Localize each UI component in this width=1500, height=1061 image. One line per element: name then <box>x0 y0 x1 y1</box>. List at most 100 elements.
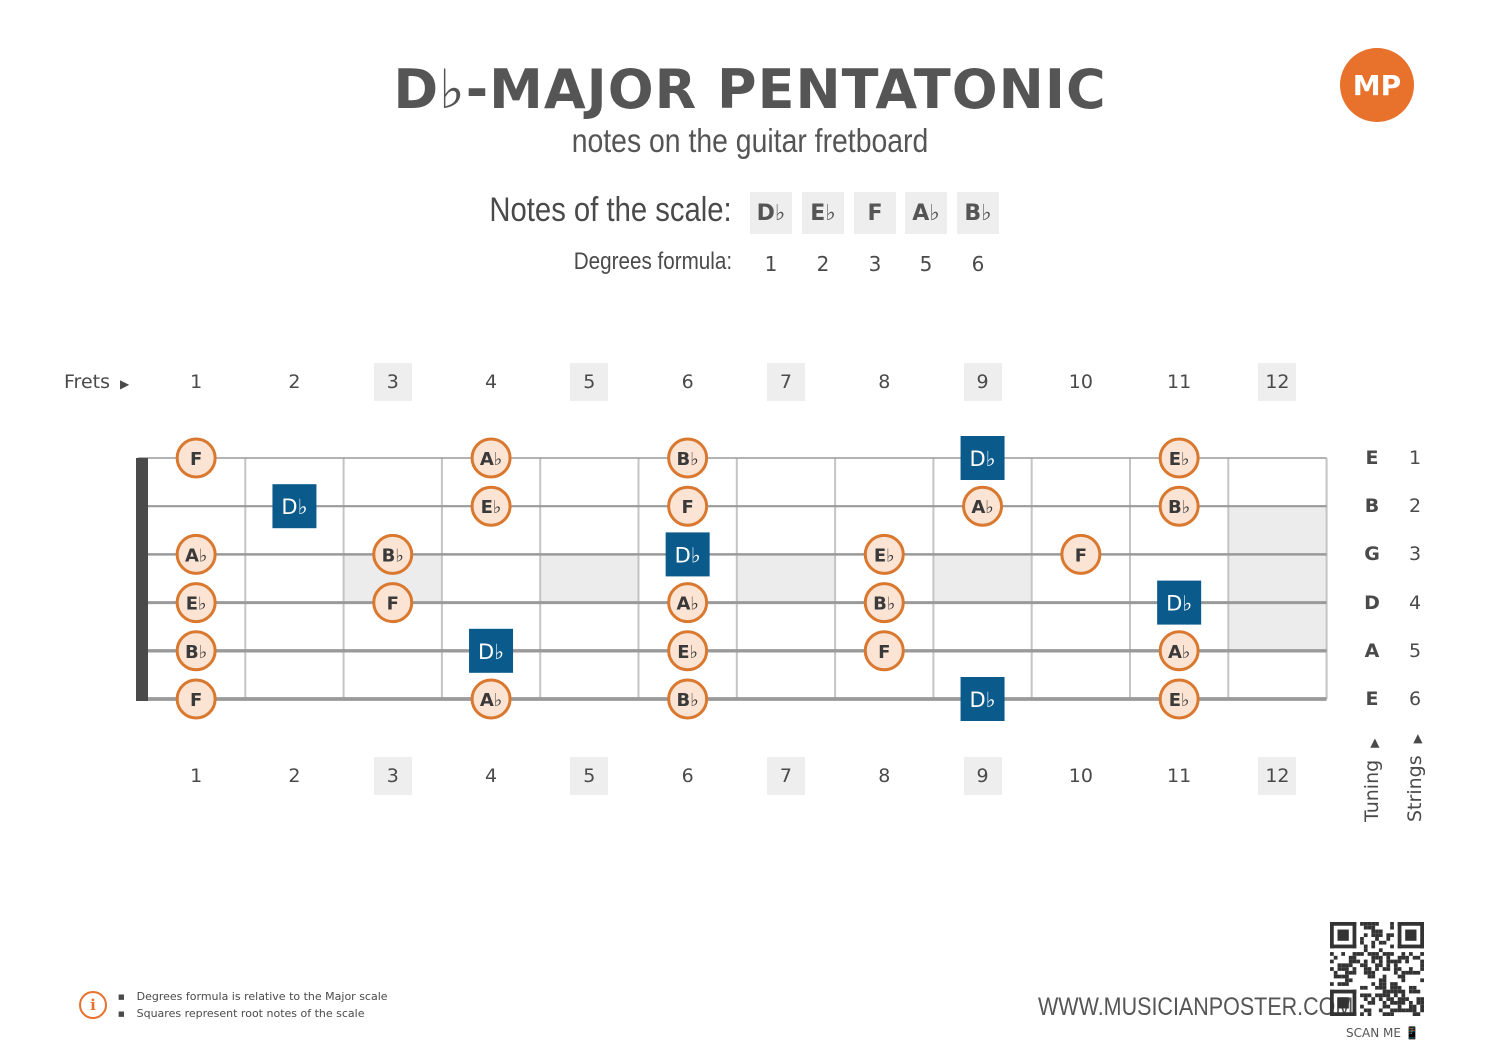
note-circle <box>1060 533 1102 575</box>
qr-module <box>1363 933 1368 938</box>
qr-module <box>1371 929 1376 934</box>
qr-module <box>1401 952 1406 956</box>
qr-module <box>1330 1012 1357 1016</box>
qr-module <box>1390 997 1394 1001</box>
qr-module <box>1390 989 1394 994</box>
fret-number-bottom: 9 <box>963 757 1002 795</box>
qr-module <box>1363 922 1368 926</box>
qr-module <box>1408 1000 1413 1005</box>
qr-module <box>1393 959 1398 964</box>
note-label: F <box>190 449 202 470</box>
qr-module <box>1401 997 1406 1001</box>
frets-label-text: Frets <box>64 371 110 393</box>
string-number: 1 <box>1408 447 1422 469</box>
qr-module <box>1382 982 1387 986</box>
scale-degree: 6 <box>971 252 985 276</box>
qr-module <box>1378 985 1383 990</box>
qr-module <box>1345 982 1349 986</box>
qr-module <box>1341 963 1346 968</box>
qr-module <box>1363 997 1368 1001</box>
qr-module <box>1371 922 1376 926</box>
note-label: F <box>387 594 399 615</box>
qr-module <box>1337 963 1342 968</box>
nut <box>136 458 148 701</box>
qr-module <box>1393 993 1398 998</box>
scale-degree: 5 <box>919 252 933 276</box>
fret-number-bottom: 6 <box>681 765 694 787</box>
qr-module <box>1386 955 1391 960</box>
fret-number-top: 1 <box>190 371 203 393</box>
note-circle <box>1158 678 1200 720</box>
qr-module <box>1337 982 1342 986</box>
note-circle <box>863 533 905 575</box>
qr-module <box>1378 993 1383 998</box>
qr-module <box>1382 978 1387 983</box>
qr-module <box>1360 963 1364 968</box>
qr-module <box>1363 993 1368 998</box>
qr-module <box>1330 989 1357 994</box>
root-note-label: D♭ <box>1166 592 1192 616</box>
qr-module <box>1416 997 1421 1001</box>
tuning-note: E <box>1365 688 1379 710</box>
qr-module <box>1397 922 1424 926</box>
fret-number-top: 10 <box>1068 371 1093 393</box>
qr-module <box>1405 929 1417 941</box>
qr-module <box>1371 982 1376 986</box>
qr-module <box>1352 970 1357 975</box>
qr-module <box>1363 959 1368 964</box>
qr-module <box>1397 1000 1402 1005</box>
qr-module <box>1360 985 1364 990</box>
qr-module <box>1401 978 1406 983</box>
qr-module <box>1333 970 1338 975</box>
qr-module <box>1330 922 1334 949</box>
note-circle <box>175 582 217 624</box>
qr-module <box>1363 970 1368 975</box>
qr-module <box>1397 985 1402 990</box>
qr-module <box>1408 989 1413 994</box>
qr-module <box>1337 974 1342 979</box>
note-circle <box>863 582 905 624</box>
qr-module <box>1371 970 1376 975</box>
note-label: A♭ <box>1168 642 1190 663</box>
qr-module <box>1397 974 1402 979</box>
qr-module <box>1393 1008 1398 1013</box>
fretboard: F A♭ B♭ D♭ E♭ D♭ E♭ F A♭ B♭ A♭ B♭ D♭ E♭ F E♭ F A♭ B♭ D♭ B♭ D♭… <box>136 436 1328 721</box>
note-circle <box>1158 437 1200 479</box>
qr-module <box>1382 974 1387 979</box>
qr-module <box>1345 978 1349 983</box>
qr-module <box>1348 955 1353 960</box>
qr-module <box>1352 959 1357 964</box>
qr-module <box>1408 985 1413 990</box>
qr-module <box>1371 959 1376 964</box>
qr-module <box>1420 967 1424 971</box>
note-label: E♭ <box>677 642 698 663</box>
qr-module <box>1416 955 1421 960</box>
note-circle <box>667 630 709 672</box>
note-label: A♭ <box>480 449 502 470</box>
qr-module <box>1341 982 1346 986</box>
qr-module <box>1352 922 1357 949</box>
qr-module <box>1386 959 1391 964</box>
qr-module <box>1382 1012 1387 1016</box>
qr-module <box>1378 997 1383 1001</box>
qr-module <box>1416 1000 1421 1005</box>
play-arrow-icon: ▶ <box>120 377 130 391</box>
root-note-label: D♭ <box>970 447 996 471</box>
qr-module <box>1348 959 1353 964</box>
note-circle <box>175 678 217 720</box>
qr-module <box>1367 993 1372 998</box>
qr-module <box>1412 989 1417 994</box>
qr-code-icon[interactable] <box>1330 922 1424 1016</box>
qr-module <box>1397 1004 1402 1009</box>
qr-module <box>1390 1008 1394 1013</box>
qr-module <box>1352 952 1357 956</box>
qr-module <box>1386 967 1391 971</box>
qr-module <box>1348 978 1353 983</box>
musicianposter-logo[interactable]: MP <box>1340 48 1414 122</box>
note-circle <box>372 533 414 575</box>
website-link[interactable]: WWW.MUSICIANPOSTER.COM <box>1038 993 1354 1021</box>
qr-module <box>1401 1008 1406 1013</box>
arrow-up-icon: ▶ <box>1410 734 1424 744</box>
qr-module <box>1390 922 1394 926</box>
fret-number-bottom: 3 <box>373 757 412 795</box>
